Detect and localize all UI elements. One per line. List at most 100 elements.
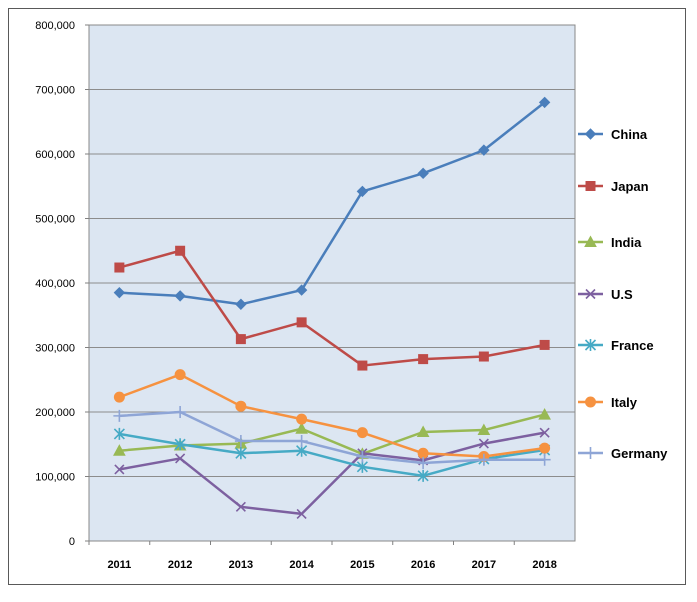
x-tick-label: 2011 <box>107 559 131 571</box>
x-tick-label: 2015 <box>350 559 374 571</box>
legend-item-india: India <box>578 235 642 250</box>
data-point-india <box>477 423 491 436</box>
data-point-china <box>295 284 308 296</box>
legend: China Japan India U.S France Italy Germany <box>578 127 668 461</box>
data-point-india <box>416 425 430 437</box>
legend-marker <box>584 128 597 140</box>
data-point-germany <box>356 450 369 463</box>
legend-marker <box>584 447 597 459</box>
series-line-japan <box>119 249 545 367</box>
legend-item-italy: Italy <box>578 395 638 410</box>
data-point-germany <box>417 456 430 469</box>
data-point-france <box>113 427 125 440</box>
data-point-japan <box>418 354 429 365</box>
data-point-china <box>113 286 126 299</box>
data-point-u-s <box>235 501 246 512</box>
x-tick-label: 2018 <box>532 559 556 571</box>
data-point-italy <box>539 442 551 454</box>
data-point-india <box>538 408 551 420</box>
series-u-s <box>114 427 550 519</box>
legend-item-germany: Germany <box>578 446 668 461</box>
data-point-italy <box>113 391 125 403</box>
series-line-u-s <box>119 431 545 516</box>
series-japan <box>114 245 550 371</box>
y-axis-ticks: 0 100,000 200,000 300,000 400,000 500,000 600,… <box>35 20 89 548</box>
legend-label: Germany <box>611 446 668 461</box>
series-line-germany <box>119 410 545 465</box>
legend-item-france: France <box>578 338 654 353</box>
data-point-italy <box>356 427 368 439</box>
legend-item-u-s: U.S <box>578 287 633 302</box>
data-point-italy <box>296 413 308 425</box>
legend-label: India <box>611 235 642 250</box>
series-line-france <box>119 432 545 478</box>
y-tick-label: 600,000 <box>35 149 75 161</box>
data-point-japan <box>235 334 246 345</box>
data-point-japan <box>539 339 550 350</box>
data-point-india <box>113 444 126 456</box>
data-point-china <box>356 185 369 198</box>
data-point-germany <box>538 453 551 466</box>
data-point-japan <box>296 317 307 328</box>
x-tick-label: 2014 <box>289 559 314 571</box>
legend-label: China <box>611 127 648 142</box>
legend-marker <box>584 339 597 351</box>
data-point-india <box>295 422 308 434</box>
legend-marker <box>585 396 596 408</box>
data-point-japan <box>114 262 125 273</box>
x-tick-label: 2017 <box>472 559 496 571</box>
data-point-france <box>417 469 429 482</box>
data-point-italy <box>235 400 247 412</box>
x-tick-label: 2012 <box>168 559 192 571</box>
data-point-japan <box>357 360 368 371</box>
data-point-u-s <box>296 508 307 519</box>
data-point-china <box>174 290 186 302</box>
data-point-france <box>356 460 368 473</box>
legend-marker <box>585 288 596 300</box>
x-axis-ticks: 2011 2012 2013 2014 2015 2016 2017 2018 <box>88 541 557 571</box>
legend-marker <box>584 235 597 247</box>
series-line-italy <box>118 373 545 458</box>
legend-marker <box>585 181 596 191</box>
data-point-germany <box>174 406 187 418</box>
data-point-germany <box>295 435 308 448</box>
data-point-japan <box>175 245 186 256</box>
y-tick-label: 500,000 <box>35 214 75 226</box>
series-group <box>113 96 551 519</box>
x-tick-label: 2016 <box>411 559 435 571</box>
data-point-china <box>235 298 247 310</box>
y-tick-label: 700,000 <box>35 85 75 97</box>
data-point-germany <box>113 409 126 422</box>
data-point-italy <box>174 369 186 381</box>
legend-item-japan: Japan <box>578 179 649 194</box>
y-tick-label: 800,000 <box>35 20 75 32</box>
series-germany <box>113 406 551 469</box>
data-point-italy <box>417 447 429 459</box>
x-tick-label: 2013 <box>229 559 253 571</box>
series-china <box>113 96 551 310</box>
data-point-japan <box>478 351 489 362</box>
data-point-u-s <box>114 464 125 475</box>
y-tick-label: 0 <box>69 536 75 548</box>
data-point-u-s <box>175 453 186 464</box>
y-tick-label: 400,000 <box>35 278 75 290</box>
data-point-china <box>478 144 490 156</box>
data-point-germany <box>234 435 247 448</box>
legend-label: U.S <box>611 287 633 302</box>
data-point-france <box>235 447 247 460</box>
y-tick-label: 200,000 <box>35 407 75 419</box>
series-line-china <box>119 101 546 306</box>
data-point-u-s <box>539 427 550 438</box>
y-tick-label: 300,000 <box>35 343 75 355</box>
legend-item-china: China <box>578 127 648 142</box>
data-point-china <box>417 167 429 180</box>
legend-label: France <box>611 338 654 353</box>
legend-label: Italy <box>611 395 638 410</box>
data-point-france <box>174 438 186 451</box>
data-point-germany <box>477 453 490 466</box>
data-point-u-s <box>478 438 489 449</box>
legend-label: Japan <box>611 179 649 194</box>
y-tick-label: 100,000 <box>35 472 75 484</box>
data-point-china <box>538 96 551 109</box>
